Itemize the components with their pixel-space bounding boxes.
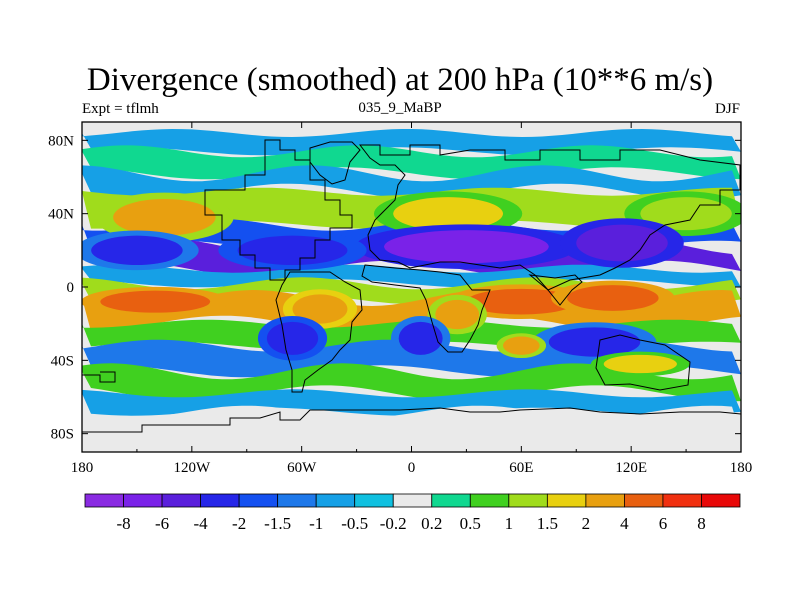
x-tick-label-3: 0 [408, 460, 416, 476]
colorbar-label-3: -2 [232, 514, 246, 533]
coastline-eurasia [358, 144, 741, 291]
coastline-greenland [309, 141, 361, 185]
colorbar-label-1: -6 [155, 514, 169, 533]
contour-blob-8 [466, 288, 577, 315]
contour-blob-10 [292, 294, 348, 324]
colorbar-label-2: -4 [194, 514, 209, 533]
colorbar-label-12: 2 [582, 514, 591, 533]
coastline-africa [361, 264, 491, 353]
y-tick-label-2: 0 [67, 280, 75, 296]
colorbar-label-14: 6 [659, 514, 668, 533]
contour-blob-5 [237, 235, 348, 265]
y-tick-label-1: 40N [48, 207, 74, 223]
x-tick-label-5: 120E [615, 460, 647, 476]
colorbar-box-0 [84, 493, 124, 508]
coastline-australia [595, 334, 691, 391]
colorbar-box-8 [392, 493, 433, 508]
contour-band-8 [82, 290, 741, 332]
contour-blob-12 [266, 321, 319, 355]
coastline-south-pacific-island [82, 371, 116, 383]
contour-blob-11 [435, 299, 480, 330]
contour-blob-1 [393, 197, 504, 231]
colorbar-box-16 [701, 493, 741, 508]
contour-blob-13 [398, 321, 443, 355]
colorbar-box-6 [315, 493, 356, 508]
coastline-antarctica [82, 407, 741, 433]
colorbar-box-15 [662, 493, 702, 508]
coastline-north-america [204, 139, 353, 281]
x-tick-label-4: 60E [509, 460, 533, 476]
colorbar-box-3 [200, 493, 240, 508]
contour-band-7 [82, 277, 741, 304]
contour-blob-3 [384, 230, 549, 264]
colorbar-label-13: 4 [620, 514, 629, 533]
contour-band-13 [82, 405, 741, 447]
colorbar-box-11 [508, 493, 548, 508]
x-tick-label-2: 60W [287, 460, 317, 476]
contour-blob-16 [603, 354, 677, 374]
colorbar-label-5: -1 [309, 514, 323, 533]
colorbar-label-8: 0.2 [421, 514, 442, 533]
colorbar-box-1 [123, 493, 163, 508]
contour-band-1 [82, 145, 741, 180]
contour-blob-0 [113, 199, 216, 236]
colorbar-box-14 [624, 493, 664, 508]
contour-band-2 [82, 165, 741, 200]
colorbar-box-7 [354, 493, 394, 508]
contour-blob-9 [567, 285, 659, 311]
colorbar-box-2 [161, 493, 201, 508]
contour-fill-layer [82, 122, 741, 452]
contour-band-12 [82, 389, 741, 416]
colorbar-label-4: -1.5 [264, 514, 291, 533]
colorbar: -8 -6 -4 -2 -1.5 -1 -0.5 -0.2 0.2 0.5 1 1.5 2 4 6 8 [84, 493, 741, 533]
case-label: 035_9_MaBP [358, 100, 442, 116]
contour-blob-15 [503, 336, 540, 355]
colorbar-label-6: -0.5 [341, 514, 368, 533]
season-label: DJF [714, 101, 740, 117]
contour-band-11 [82, 363, 741, 402]
contour-blob-7 [100, 290, 211, 313]
experiment-label: Expt = tflmh [82, 101, 159, 117]
contour-band-6 [82, 264, 741, 288]
contour-blob-6 [91, 235, 183, 265]
colorbar-box-13 [585, 493, 625, 508]
colorbar-label-11: 1.5 [537, 514, 558, 533]
colorbar-label-9: 0.5 [460, 514, 481, 533]
coastline-south-america [275, 271, 363, 393]
y-tick-label-4: 80S [51, 427, 74, 443]
x-tick-label-6: 180 [730, 460, 753, 476]
chart-title: Divergence (smoothed) at 200 hPa (10**6 … [86, 62, 714, 98]
y-tick-label-0: 80N [48, 133, 74, 149]
x-tick-label-0: 180 [71, 460, 94, 476]
x-tick-label-1: 120W [173, 460, 211, 476]
colorbar-box-4 [238, 493, 279, 508]
colorbar-label-15: 8 [697, 514, 706, 533]
axis-layer: 180 120W 60W 0 60E 120E 180 80N 40N 0 40S 80S [48, 122, 752, 476]
coastline-layer [82, 139, 741, 433]
colorbar-box-10 [469, 493, 510, 508]
colorbar-label-7: -0.2 [380, 514, 407, 533]
coastline-india [528, 274, 583, 306]
colorbar-label-0: -8 [116, 514, 130, 533]
y-tick-label-3: 40S [51, 353, 74, 369]
colorbar-box-9 [431, 493, 471, 508]
colorbar-label-10: 1 [505, 514, 514, 533]
contour-blob-14 [548, 327, 641, 357]
contour-blob-4 [576, 224, 668, 262]
colorbar-box-5 [277, 493, 317, 508]
colorbar-box-12 [546, 493, 587, 508]
